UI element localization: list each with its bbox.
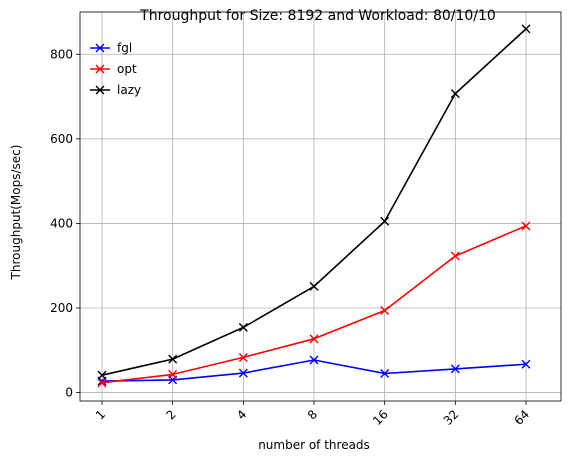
data-point-opt — [97, 378, 107, 388]
y-tick-label: 400 — [50, 216, 73, 230]
data-point-lazy — [380, 216, 390, 226]
x-axis-label: number of threads — [258, 438, 370, 452]
data-point-lazy — [97, 370, 107, 380]
series-layer — [97, 24, 531, 388]
x-tick-label: 8 — [305, 407, 320, 422]
legend-item-lazy: lazy — [90, 83, 141, 97]
data-point-opt — [380, 306, 390, 316]
data-point-opt — [238, 352, 248, 362]
legend-item-fgl: fgl — [90, 41, 132, 55]
x-ticks: 1 2 4 8 16 32 64 — [93, 401, 532, 428]
legend: fgl opt lazy — [90, 41, 141, 97]
legend-marker — [95, 85, 105, 95]
data-point-opt — [309, 334, 319, 344]
data-point-opt — [521, 221, 531, 231]
legend-label: opt — [117, 62, 137, 76]
legend-marker — [95, 64, 105, 74]
x-tick-label: 64 — [511, 407, 532, 428]
legend-marker — [95, 43, 105, 53]
data-point-fgl — [521, 359, 531, 369]
legend-label: lazy — [117, 83, 141, 97]
y-axis-label: Throughput(Mops/sec) — [9, 145, 23, 281]
data-point-fgl — [309, 355, 319, 365]
data-point-lazy — [238, 322, 248, 332]
chart-title: Throughput for Size: 8192 and Workload: … — [139, 8, 496, 24]
x-tick-label: 2 — [163, 407, 178, 422]
x-tick-label: 32 — [441, 407, 462, 428]
x-tick-label: 1 — [93, 407, 108, 422]
data-point-lazy — [450, 89, 460, 99]
y-tick-label: 0 — [65, 386, 73, 400]
data-point-opt — [168, 369, 178, 379]
grid — [80, 12, 561, 401]
y-tick-label: 200 — [50, 301, 73, 315]
series-lazy — [97, 24, 531, 380]
legend-label: fgl — [117, 41, 132, 55]
series-fgl — [97, 355, 531, 386]
x-tick-label: 4 — [234, 407, 249, 422]
y-tick-label: 600 — [50, 132, 73, 146]
y-tick-label: 800 — [50, 47, 73, 61]
data-point-lazy — [521, 24, 531, 34]
data-point-lazy — [168, 354, 178, 364]
data-point-fgl — [450, 364, 460, 374]
data-point-fgl — [380, 369, 390, 379]
x-tick-label: 16 — [370, 407, 391, 428]
data-point-lazy — [309, 281, 319, 291]
legend-item-opt: opt — [90, 62, 137, 76]
y-ticks: 0 200 400 600 800 — [50, 47, 80, 400]
plot-frame — [79, 11, 562, 402]
data-point-fgl — [238, 368, 248, 378]
series-opt — [97, 221, 531, 388]
data-point-opt — [450, 251, 460, 261]
